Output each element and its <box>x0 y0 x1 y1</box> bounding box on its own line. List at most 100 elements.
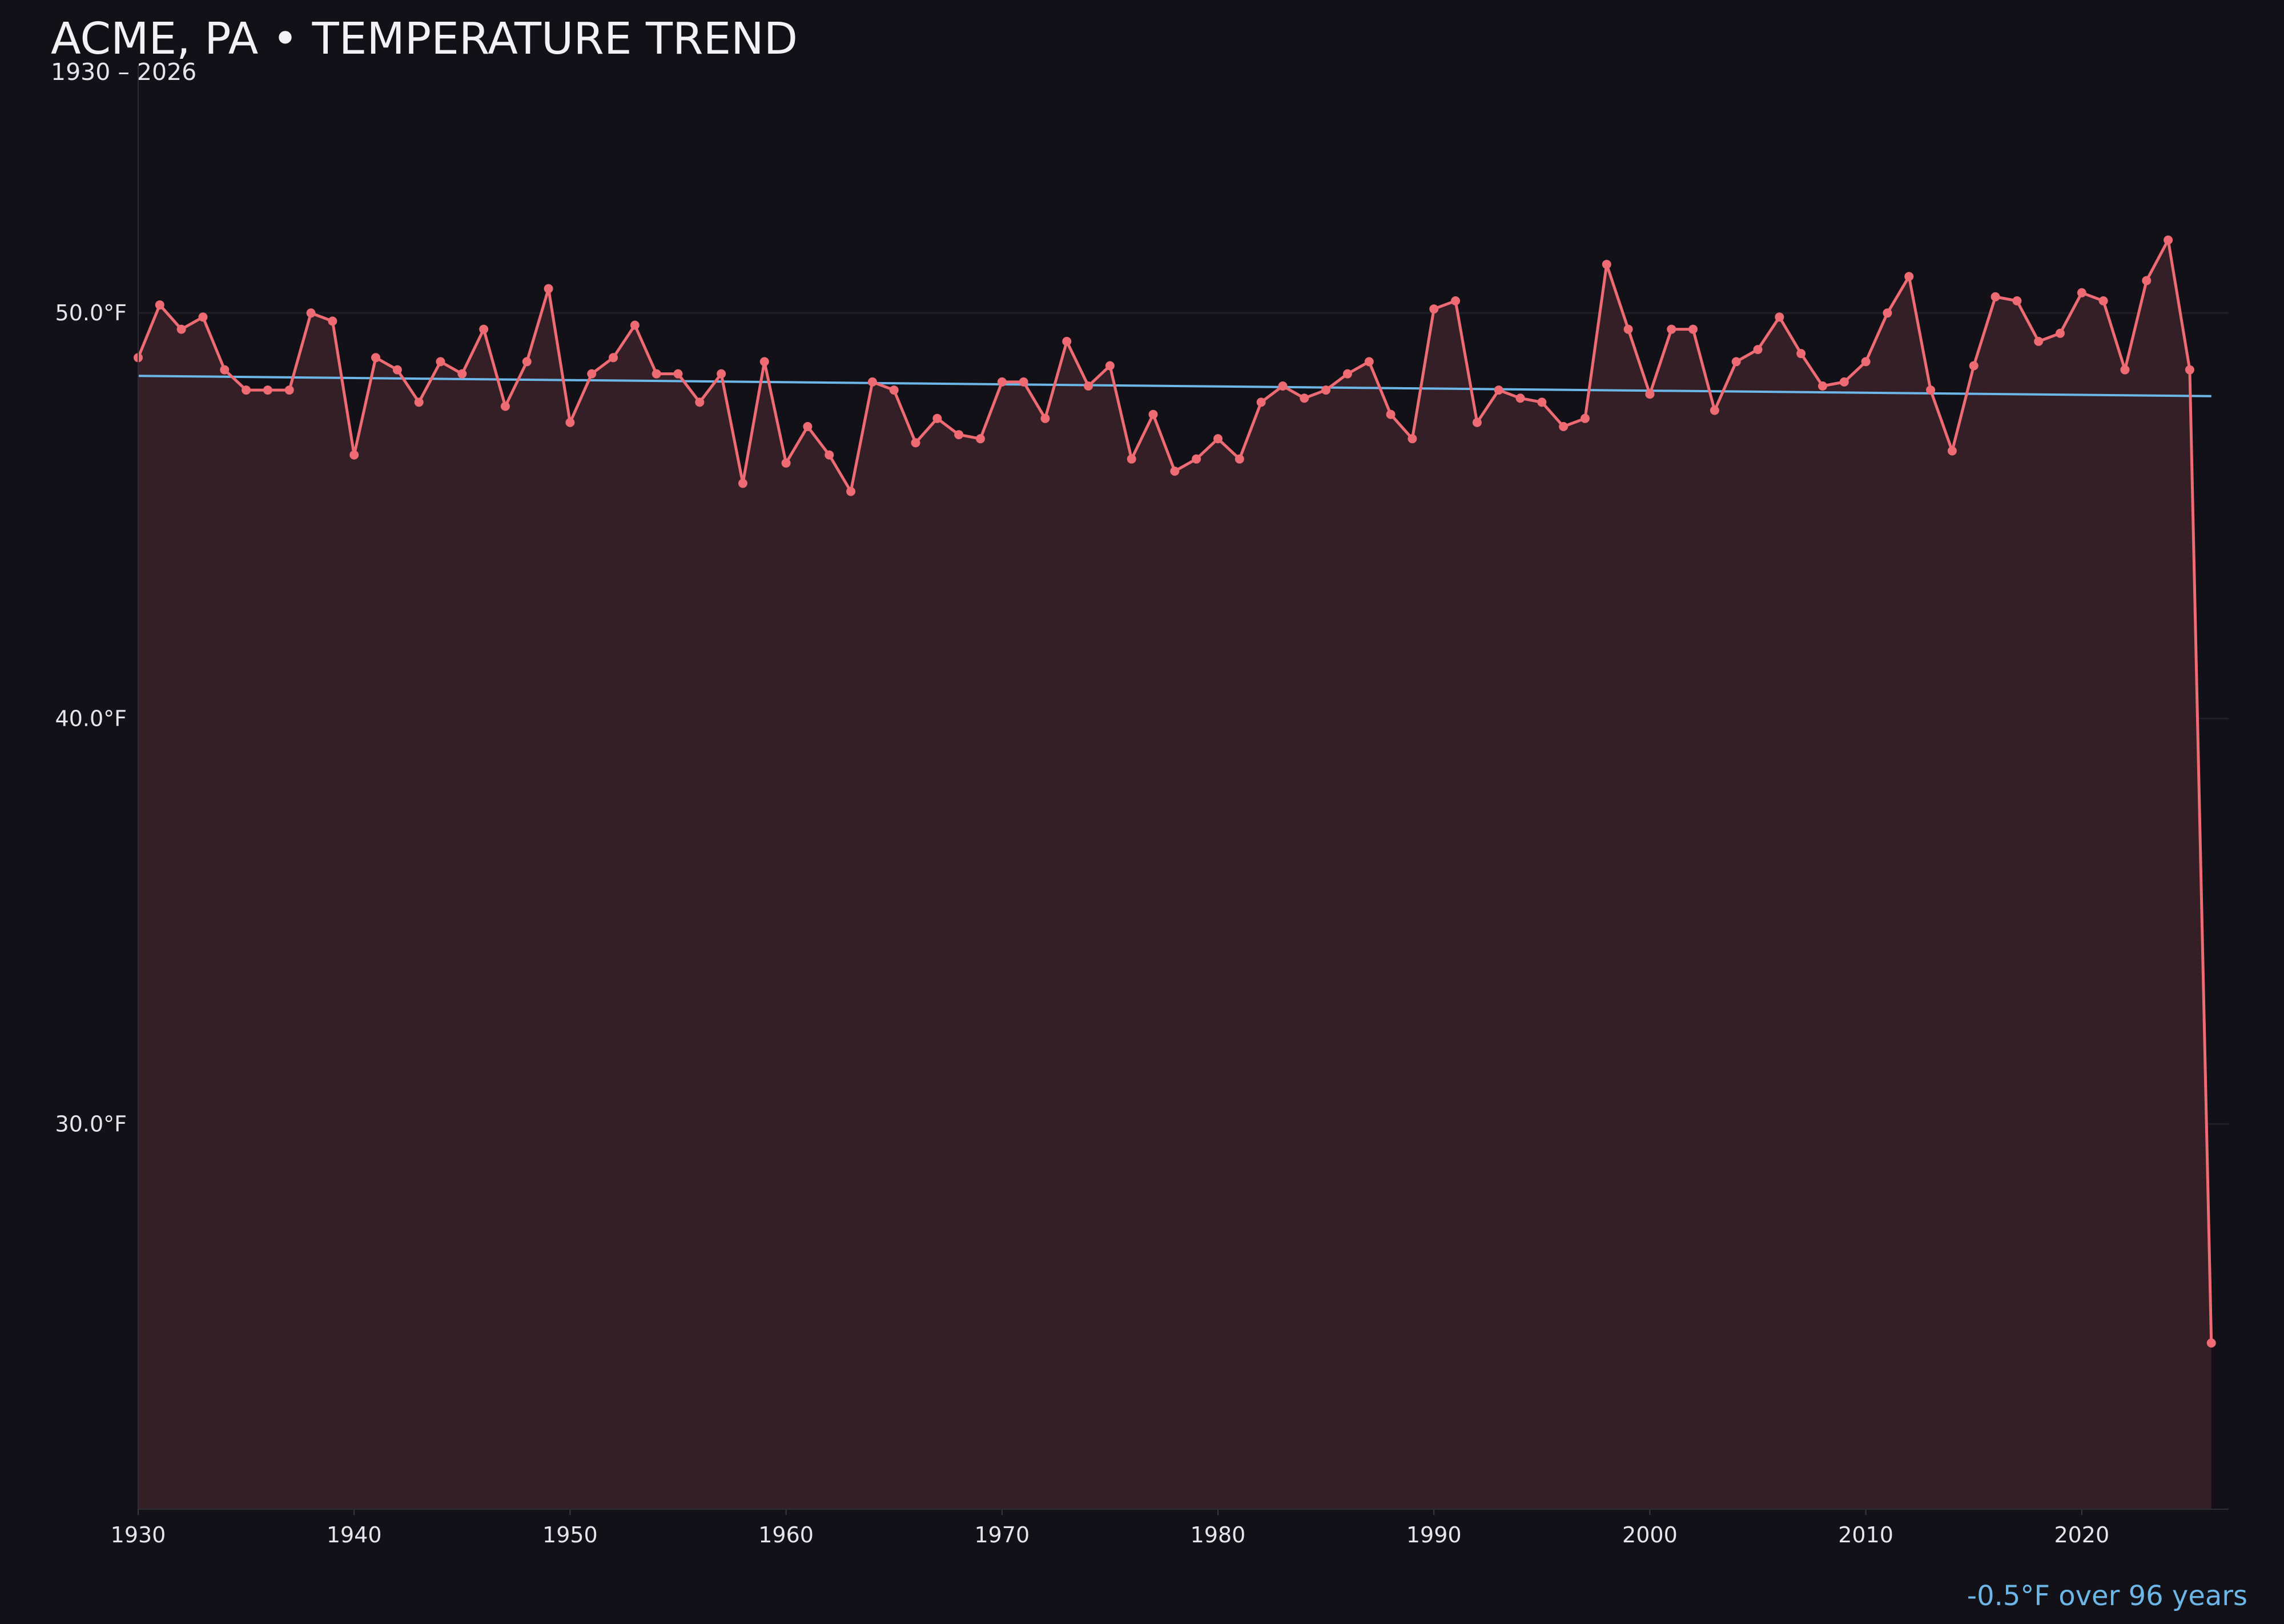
point <box>1451 296 1461 305</box>
point <box>1623 324 1633 334</box>
point <box>1235 454 1244 464</box>
point <box>673 369 683 379</box>
point <box>198 312 208 322</box>
x-tick-label: 1930 <box>111 1522 166 1547</box>
trend-annotation: -0.5°F over 96 years <box>1967 1580 2247 1612</box>
point <box>911 438 920 448</box>
point <box>457 369 467 379</box>
point <box>1040 413 1050 423</box>
point <box>1213 434 1223 444</box>
chart-subtitle: 1930 – 2026 <box>51 58 196 86</box>
point <box>781 458 791 468</box>
point <box>2164 235 2173 245</box>
y-tick-label: 50.0°F <box>55 300 127 325</box>
point <box>975 434 985 444</box>
point <box>1861 357 1871 367</box>
point <box>889 385 899 395</box>
point <box>2077 288 2086 298</box>
point <box>1904 272 1914 282</box>
point <box>1667 324 1676 334</box>
point <box>2056 328 2065 338</box>
point <box>759 357 769 367</box>
point <box>932 413 942 423</box>
y-tick-label: 40.0°F <box>55 706 127 731</box>
point <box>2120 365 2130 375</box>
point <box>220 365 230 375</box>
plot <box>134 235 2216 1509</box>
point <box>1991 292 2000 302</box>
point <box>1062 336 1072 346</box>
point <box>1192 454 1201 464</box>
point <box>1105 361 1115 371</box>
axes: 30.0°F 40.0°F 50.0°F 1930 1940 1950 1960 1970 19… <box>55 66 2229 1547</box>
point <box>1019 377 1028 387</box>
point <box>1710 405 1719 415</box>
point <box>1300 393 1309 403</box>
point <box>242 385 251 395</box>
point <box>436 357 445 367</box>
point <box>1796 349 1806 359</box>
point <box>565 417 575 427</box>
point <box>954 430 964 440</box>
trend-line <box>138 375 2211 397</box>
point <box>1688 324 1698 334</box>
point <box>284 385 294 395</box>
point <box>371 353 381 363</box>
chart-title: ACME, PA • TEMPERATURE TREND <box>51 14 798 65</box>
point <box>1775 312 1784 322</box>
point <box>867 377 877 387</box>
point <box>1817 381 1827 391</box>
area <box>138 240 2211 1509</box>
point <box>1170 467 1180 476</box>
point <box>1256 397 1266 407</box>
point <box>176 324 186 334</box>
point <box>1148 409 1158 419</box>
point <box>609 353 618 363</box>
point <box>803 422 813 431</box>
x-tick-label: 1950 <box>542 1522 598 1547</box>
point <box>846 487 856 496</box>
point <box>328 316 337 326</box>
x-tick-label: 2010 <box>1838 1522 1893 1547</box>
point <box>1753 345 1763 355</box>
point <box>2142 276 2152 286</box>
x-tick-label: 1970 <box>974 1522 1030 1547</box>
point <box>414 397 424 407</box>
point <box>1278 381 1288 391</box>
x-tick-label: 2000 <box>1622 1522 1678 1547</box>
point <box>1408 434 1417 444</box>
point <box>1364 357 1374 367</box>
point <box>1580 413 1590 423</box>
point <box>1731 357 1741 367</box>
point <box>1645 389 1655 399</box>
point <box>349 450 359 460</box>
point <box>1926 385 1936 395</box>
x-tick-label: 1980 <box>1191 1522 1246 1547</box>
point <box>825 450 834 460</box>
x-tick-label: 1990 <box>1406 1522 1462 1547</box>
point <box>1559 422 1569 431</box>
point <box>544 284 553 294</box>
point <box>263 385 272 395</box>
x-tick-label: 1960 <box>758 1522 814 1547</box>
point <box>1515 393 1525 403</box>
point <box>652 369 661 379</box>
point <box>155 300 164 309</box>
point <box>479 324 489 334</box>
point <box>2185 365 2194 375</box>
point <box>392 365 402 375</box>
point <box>1969 361 1979 371</box>
point <box>1537 397 1547 407</box>
point <box>2206 1338 2216 1348</box>
point <box>1386 409 1396 419</box>
point <box>1494 385 1503 395</box>
x-tick-label: 2020 <box>2054 1522 2109 1547</box>
point <box>2012 296 2022 305</box>
point <box>2034 336 2044 346</box>
point <box>587 369 597 379</box>
point <box>1602 259 1611 269</box>
point <box>1472 417 1482 427</box>
point <box>1084 381 1093 391</box>
point <box>500 401 510 411</box>
